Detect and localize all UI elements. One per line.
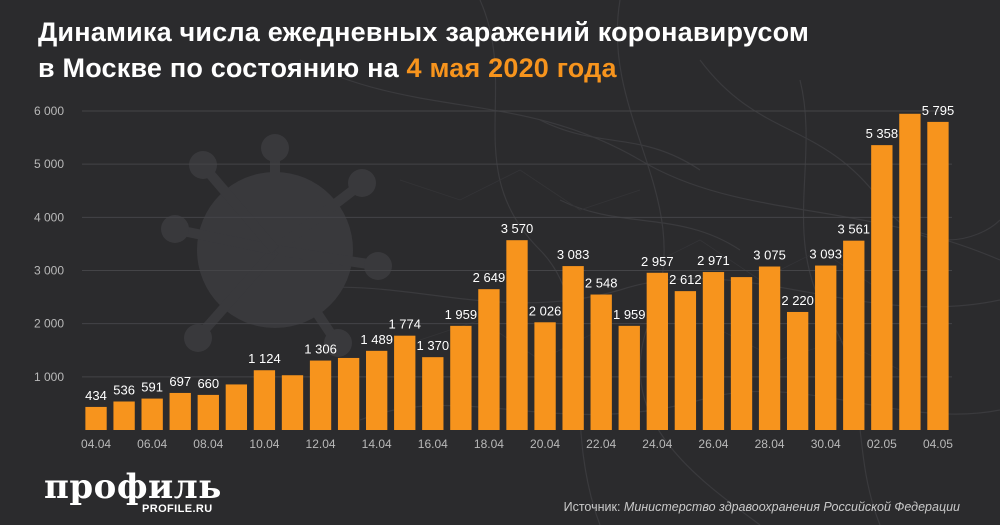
data-label: 1 370 <box>417 338 450 353</box>
bar <box>141 398 163 430</box>
bar <box>927 121 949 430</box>
profile-site-label: PROFILE.RU <box>142 503 213 515</box>
bar <box>702 272 725 430</box>
y-tick-label: 5 000 <box>34 157 64 171</box>
data-label: 1 959 <box>445 307 478 322</box>
x-tick-label: 12.04 <box>306 437 336 451</box>
data-label: 1 124 <box>248 351 281 366</box>
chart-title: Динамика числа ежедневных заражений коро… <box>38 14 809 86</box>
bar <box>169 392 191 430</box>
data-label: 1 959 <box>613 307 646 322</box>
bar <box>225 384 248 430</box>
bars <box>85 113 949 431</box>
x-tick-label: 18.04 <box>474 437 504 451</box>
bar <box>478 289 500 430</box>
bar <box>843 240 865 430</box>
bar <box>786 311 809 430</box>
bar <box>506 240 528 430</box>
y-tick-label: 1 000 <box>34 370 64 384</box>
data-label: 3 093 <box>809 247 842 262</box>
x-tick-label: 30.04 <box>811 437 841 451</box>
x-tick-label: 24.04 <box>642 437 672 451</box>
bar <box>899 113 921 431</box>
x-axis: 04.04 06.04 08.04 10.04 12.04 14.04 16.04 18.04… <box>81 437 953 451</box>
bar <box>85 406 107 430</box>
data-label: 3 570 <box>501 221 534 236</box>
bar <box>562 266 584 430</box>
source-text: Министерство здравоохранения Российской … <box>623 500 960 514</box>
data-label: 2 026 <box>529 303 562 318</box>
bar <box>366 350 388 430</box>
bar <box>281 375 304 430</box>
bar <box>253 370 276 430</box>
data-label: 2 957 <box>641 254 674 269</box>
bar <box>394 335 416 430</box>
data-label: 1 774 <box>388 317 421 332</box>
x-tick-label: 26.04 <box>698 437 728 451</box>
x-tick-label: 04.04 <box>81 437 111 451</box>
data-label: 660 <box>197 376 219 391</box>
profile-logo: профиль <box>44 467 222 507</box>
bar <box>618 325 640 430</box>
bar <box>309 360 332 430</box>
x-tick-label: 20.04 <box>530 437 560 451</box>
title-line-1: Динамика числа ежедневных заражений коро… <box>38 17 810 47</box>
bar <box>337 357 360 430</box>
bar <box>422 357 444 430</box>
data-label: 2 220 <box>781 293 814 308</box>
bar <box>646 272 668 430</box>
bar <box>113 401 135 430</box>
x-tick-label: 28.04 <box>755 437 785 451</box>
data-label: 434 <box>85 388 107 403</box>
source-note: Источник: Министерство здравоохранения Р… <box>564 500 960 514</box>
x-tick-label: 06.04 <box>137 437 167 451</box>
bar <box>197 394 219 430</box>
data-label: 1 489 <box>360 332 393 347</box>
x-tick-label: 22.04 <box>586 437 616 451</box>
data-label: 1 306 <box>304 342 337 357</box>
data-label: 3 075 <box>753 248 786 263</box>
bar <box>534 322 556 430</box>
bar <box>871 145 893 430</box>
data-label: 697 <box>169 374 191 389</box>
y-axis: 1 000 2 000 3 000 4 000 5 000 6 000 <box>34 104 64 384</box>
virus-illustration <box>161 134 392 357</box>
y-tick-label: 4 000 <box>34 210 64 224</box>
x-tick-label: 04.05 <box>923 437 953 451</box>
data-label: 2 971 <box>697 253 730 268</box>
title-line-2-prefix: в Москве по состоянию на <box>38 53 407 83</box>
source-label: Источник: <box>563 500 624 514</box>
y-tick-label: 6 000 <box>34 104 64 118</box>
title-date: 4 мая 2020 года <box>406 53 617 83</box>
y-tick-label: 3 000 <box>34 264 64 278</box>
bar <box>730 277 753 430</box>
bar <box>674 291 697 430</box>
bar <box>815 265 837 430</box>
data-label: 2 612 <box>669 272 702 287</box>
data-label: 591 <box>141 380 163 395</box>
data-label: 3 561 <box>838 222 871 237</box>
data-label: 2 649 <box>473 270 506 285</box>
data-label: 5 795 <box>922 103 955 118</box>
x-tick-label: 08.04 <box>193 437 223 451</box>
x-tick-label: 10.04 <box>249 437 279 451</box>
x-tick-label: 14.04 <box>362 437 392 451</box>
bar <box>590 294 612 430</box>
data-label: 536 <box>113 383 135 398</box>
bar <box>450 325 472 430</box>
y-tick-label: 2 000 <box>34 317 64 331</box>
x-tick-label: 16.04 <box>418 437 448 451</box>
bar <box>758 266 781 430</box>
data-label: 2 548 <box>585 276 618 291</box>
data-label: 5 358 <box>866 126 899 141</box>
x-tick-label: 02.05 <box>867 437 897 451</box>
data-label: 3 083 <box>557 247 590 262</box>
